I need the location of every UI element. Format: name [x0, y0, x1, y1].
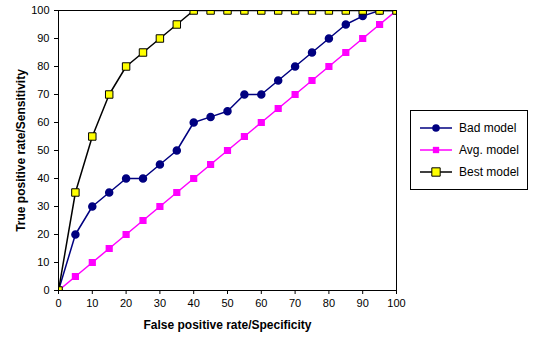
svg-text:0: 0 — [43, 284, 49, 296]
svg-text:50: 50 — [221, 297, 233, 309]
svg-text:70: 70 — [289, 297, 301, 309]
svg-text:40: 40 — [37, 172, 49, 184]
html-text:Avg. model: Avg. model — [459, 143, 519, 157]
svg-text:70: 70 — [37, 88, 49, 100]
svg-text:80: 80 — [37, 60, 49, 72]
svg-text:10: 10 — [86, 297, 98, 309]
svg-text:20: 20 — [120, 297, 132, 309]
svg-text:50: 50 — [37, 144, 49, 156]
svg-text:10: 10 — [37, 256, 49, 268]
svg-text:True positive rate/Sensitivity: True positive rate/Sensitivity — [14, 69, 28, 232]
svg-text:20: 20 — [37, 228, 49, 240]
svg-text:30: 30 — [37, 200, 49, 212]
svg-text:False positive rate/Specificit: False positive rate/Specificity — [143, 318, 311, 332]
html-text:Bad model: Bad model — [459, 121, 517, 135]
svg-text:80: 80 — [323, 297, 335, 309]
svg-text:100: 100 — [31, 4, 49, 16]
svg-text:40: 40 — [188, 297, 200, 309]
svg-text:0: 0 — [55, 297, 61, 309]
svg-text:90: 90 — [357, 297, 369, 309]
svg-text:100: 100 — [387, 297, 405, 309]
svg-text:30: 30 — [154, 297, 166, 309]
svg-text:60: 60 — [37, 116, 49, 128]
svg-text:90: 90 — [37, 32, 49, 44]
html-text:Best model: Best model — [459, 165, 519, 179]
svg-text:60: 60 — [255, 297, 267, 309]
